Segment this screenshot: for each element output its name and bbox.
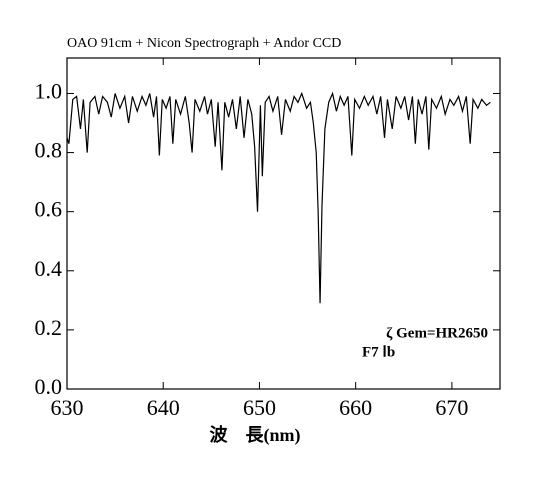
y-tick-label: 0.2 — [35, 315, 63, 340]
annotation: F7 Ⅰb — [362, 344, 395, 360]
x-tick-label: 630 — [51, 395, 84, 420]
y-tick-label: 0.0 — [35, 374, 63, 399]
plot-frame — [66, 57, 501, 390]
y-tick-label: 0.6 — [35, 197, 63, 222]
y-tick-label: 0.4 — [35, 256, 63, 281]
annotation: ζ Gem=HR2650 — [386, 325, 488, 341]
x-axis-label: 波 長(nm) — [210, 424, 301, 446]
x-tick-label: 660 — [339, 395, 372, 420]
x-tick-label: 640 — [147, 395, 180, 420]
y-tick-label: 1.0 — [35, 79, 63, 104]
y-tick-label: 0.8 — [35, 138, 63, 163]
chart-title: OAO 91cm + Nicon Spectrograph + Andor CC… — [67, 36, 341, 51]
x-tick-label: 670 — [435, 395, 468, 420]
spectrum-line — [66, 91, 491, 304]
x-tick-label: 650 — [243, 395, 276, 420]
